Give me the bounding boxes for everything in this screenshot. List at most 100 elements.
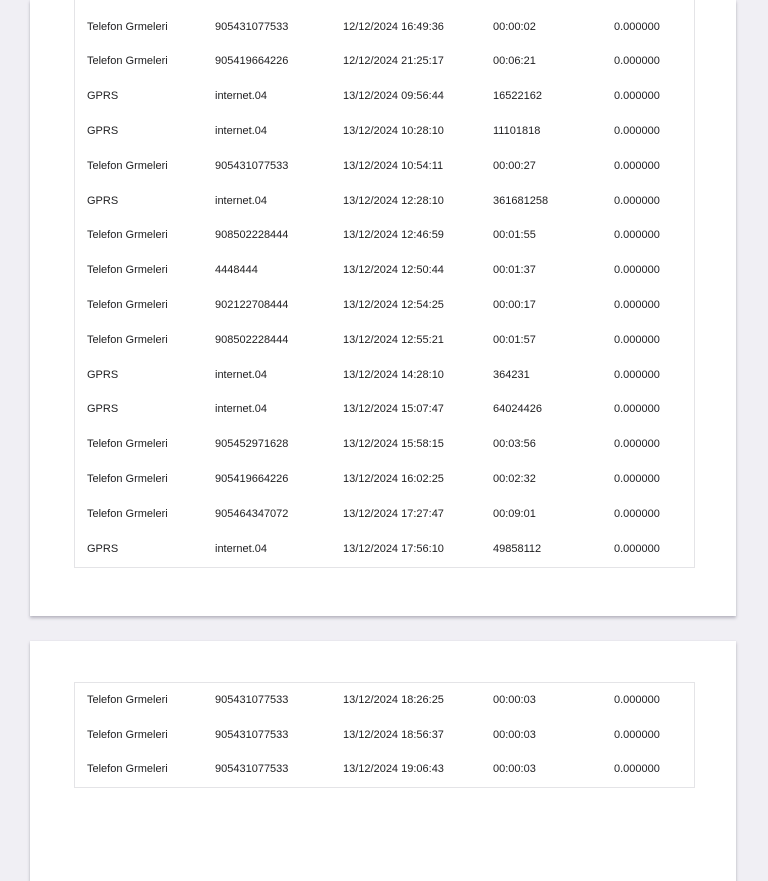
cell-record-type: Telefon Grmeleri [87, 438, 168, 451]
cell-duration-or-volume: 00:09:01 [493, 507, 536, 520]
cell-record-type: Telefon Grmeleri [87, 763, 168, 776]
document-page-2: Telefon Grmeleri 905431077533 13/12/2024… [30, 641, 736, 881]
cell-number-or-apn: internet.04 [215, 368, 267, 381]
cell-record-type: GPRS [87, 194, 119, 207]
cell-amount: 0.000000 [614, 693, 660, 706]
table-row: GPRS internet.04 13/12/2024 10:28:10 111… [75, 114, 694, 149]
cell-record-type: GPRS [87, 125, 119, 138]
cell-duration-or-volume: 361681258 [493, 194, 549, 207]
cell-amount: 0.000000 [614, 299, 660, 312]
cell-amount: 0.000000 [614, 438, 660, 451]
cell-amount: 0.000000 [614, 473, 660, 486]
cell-datetime: 13/12/2024 15:07:47 [343, 403, 444, 416]
table-row: GPRS internet.04 13/12/2024 09:56:44 165… [75, 79, 694, 114]
table-row: GPRS internet.04 13/12/2024 14:28:10 364… [75, 358, 694, 393]
cell-record-type: Telefon Grmeleri [87, 264, 168, 277]
cell-number-or-apn: 905431077533 [215, 693, 289, 706]
cell-record-type: Telefon Grmeleri [87, 299, 168, 312]
table-row: Telefon Grmeleri 905431077533 13/12/2024… [75, 718, 694, 753]
cell-datetime: 13/12/2024 17:27:47 [343, 507, 444, 520]
cell-record-type: GPRS [87, 542, 119, 555]
cell-amount: 0.000000 [614, 728, 660, 741]
document-page-1: Telefon Grmeleri 905431077533 12/12/2024… [30, 0, 736, 616]
cell-duration-or-volume: 00:06:21 [493, 55, 536, 68]
cell-number-or-apn: 905431077533 [215, 763, 289, 776]
cell-record-type: Telefon Grmeleri [87, 473, 168, 486]
cell-record-type: GPRS [87, 368, 119, 381]
cell-datetime: 12/12/2024 21:25:17 [343, 55, 444, 68]
cell-record-type: Telefon Grmeleri [87, 333, 168, 346]
table-row: Telefon Grmeleri 902122708444 13/12/2024… [75, 288, 694, 323]
cell-duration-or-volume: 00:01:37 [493, 264, 536, 277]
cell-duration-or-volume: 364231 [493, 368, 530, 381]
cell-amount: 0.000000 [614, 229, 660, 242]
cell-amount: 0.000000 [614, 403, 660, 416]
cell-number-or-apn: 905431077533 [215, 20, 289, 33]
cell-datetime: 13/12/2024 18:26:25 [343, 693, 444, 706]
cell-number-or-apn: 905431077533 [215, 159, 289, 172]
table-row: GPRS internet.04 13/12/2024 15:07:47 640… [75, 393, 694, 428]
cell-amount: 0.000000 [614, 125, 660, 138]
cell-amount: 0.000000 [614, 763, 660, 776]
cell-number-or-apn: internet.04 [215, 194, 267, 207]
cell-datetime: 13/12/2024 12:28:10 [343, 194, 444, 207]
table-row: GPRS internet.04 13/12/2024 17:56:10 498… [75, 532, 694, 567]
cell-amount: 0.000000 [614, 90, 660, 103]
document-viewer: Telefon Grmeleri 905431077533 12/12/2024… [30, 0, 736, 881]
cell-duration-or-volume: 00:01:57 [493, 333, 536, 346]
table-row: Telefon Grmeleri 905464347072 13/12/2024… [75, 497, 694, 532]
cell-number-or-apn: 905419664226 [215, 55, 289, 68]
cell-record-type: Telefon Grmeleri [87, 507, 168, 520]
cell-duration-or-volume: 00:02:32 [493, 473, 536, 486]
cell-record-type: Telefon Grmeleri [87, 20, 168, 33]
table-row: Telefon Grmeleri 905419664226 12/12/2024… [75, 45, 694, 80]
cell-amount: 0.000000 [614, 542, 660, 555]
cell-amount: 0.000000 [614, 264, 660, 277]
table-row: Telefon Grmeleri 908502228444 13/12/2024… [75, 323, 694, 358]
cell-number-or-apn: internet.04 [215, 403, 267, 416]
cell-record-type: Telefon Grmeleri [87, 693, 168, 706]
cell-amount: 0.000000 [614, 507, 660, 520]
cell-record-type: GPRS [87, 403, 119, 416]
cell-number-or-apn: 905464347072 [215, 507, 289, 520]
cell-duration-or-volume: 49858112 [493, 542, 542, 555]
cell-datetime: 12/12/2024 16:49:36 [343, 20, 444, 33]
cell-duration-or-volume: 64024426 [493, 403, 542, 416]
table-row: GPRS internet.04 13/12/2024 12:28:10 361… [75, 184, 694, 219]
cell-number-or-apn: internet.04 [215, 125, 267, 138]
cell-duration-or-volume: 00:00:17 [493, 299, 536, 312]
cell-number-or-apn: 908502228444 [215, 229, 289, 242]
cell-duration-or-volume: 00:00:03 [493, 693, 536, 706]
table-row: Telefon Grmeleri 905452971628 13/12/2024… [75, 427, 694, 462]
cell-amount: 0.000000 [614, 194, 660, 207]
cell-duration-or-volume: 00:00:03 [493, 763, 536, 776]
cell-amount: 0.000000 [614, 333, 660, 346]
cell-duration-or-volume: 11101818 [493, 125, 541, 138]
cell-number-or-apn: 905452971628 [215, 438, 289, 451]
cell-number-or-apn: internet.04 [215, 542, 267, 555]
cell-duration-or-volume: 00:00:27 [493, 159, 536, 172]
cell-datetime: 13/12/2024 12:55:21 [343, 333, 444, 346]
table-row: Telefon Grmeleri 905431077533 13/12/2024… [75, 753, 694, 788]
cell-record-type: Telefon Grmeleri [87, 229, 168, 242]
table-row: Telefon Grmeleri 905431077533 13/12/2024… [75, 149, 694, 184]
cell-datetime: 13/12/2024 12:46:59 [343, 229, 444, 242]
table-row: Telefon Grmeleri 908502228444 13/12/2024… [75, 219, 694, 254]
cell-datetime: 13/12/2024 17:56:10 [343, 542, 444, 555]
cell-record-type: GPRS [87, 90, 119, 103]
cell-record-type: Telefon Grmeleri [87, 728, 168, 741]
cell-duration-or-volume: 00:01:55 [493, 229, 536, 242]
cell-amount: 0.000000 [614, 20, 660, 33]
cell-number-or-apn: internet.04 [215, 90, 267, 103]
cell-datetime: 13/12/2024 14:28:10 [343, 368, 444, 381]
cell-amount: 0.000000 [614, 159, 660, 172]
cell-number-or-apn: 905419664226 [215, 473, 289, 486]
cell-datetime: 13/12/2024 18:56:37 [343, 728, 444, 741]
cell-duration-or-volume: 00:00:03 [493, 728, 536, 741]
cell-datetime: 13/12/2024 10:54:11 [343, 159, 444, 172]
cell-number-or-apn: 905431077533 [215, 728, 289, 741]
cell-number-or-apn: 4448444 [215, 264, 258, 277]
cell-datetime: 13/12/2024 15:58:15 [343, 438, 444, 451]
cell-duration-or-volume: 00:00:02 [493, 20, 536, 33]
cell-datetime: 13/12/2024 09:56:44 [343, 90, 444, 103]
